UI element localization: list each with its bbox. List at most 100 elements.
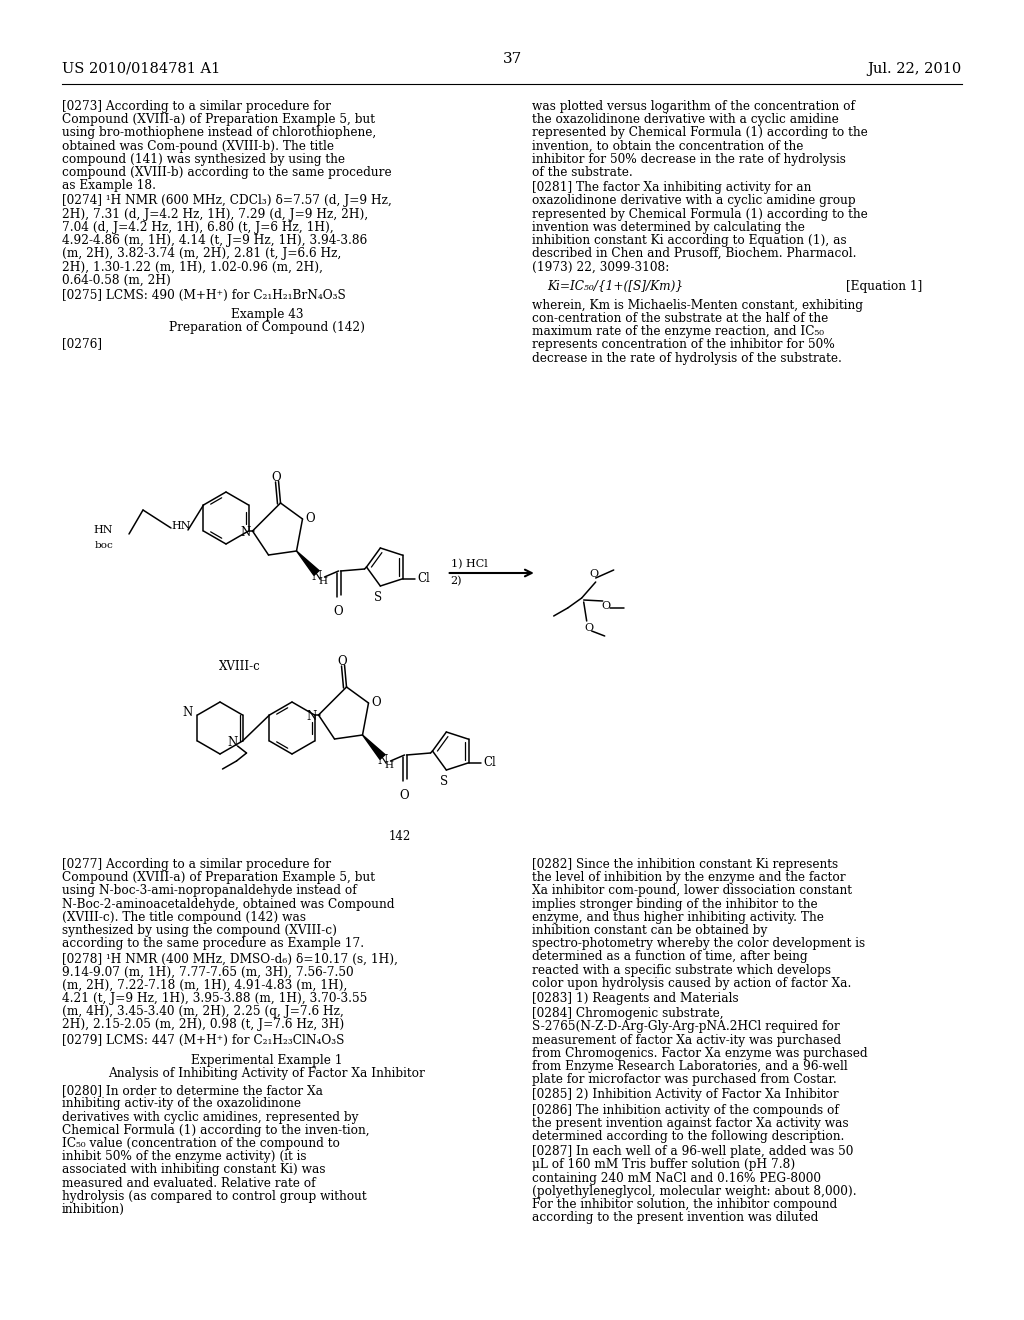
Text: Experimental Example 1: Experimental Example 1 [191, 1053, 343, 1067]
Text: Preparation of Compound (142): Preparation of Compound (142) [169, 321, 365, 334]
Text: (1973) 22, 3099-3108:: (1973) 22, 3099-3108: [532, 260, 670, 273]
Text: Compound (XVIII-a) of Preparation Example 5, but: Compound (XVIII-a) of Preparation Exampl… [62, 871, 375, 884]
Text: H: H [318, 577, 328, 586]
Text: 1) HCl: 1) HCl [451, 558, 487, 569]
Text: determined as a function of time, after being: determined as a function of time, after … [532, 950, 808, 964]
Text: 37: 37 [503, 51, 521, 66]
Text: N: N [182, 706, 193, 719]
Text: [0286] The inhibition activity of the compounds of: [0286] The inhibition activity of the co… [532, 1104, 839, 1117]
Text: 2): 2) [451, 576, 462, 586]
Text: [0275] LCMS: 490 (M+H⁺) for C₂₁H₂₁BrN₄O₃S: [0275] LCMS: 490 (M+H⁺) for C₂₁H₂₁BrN₄O₃… [62, 289, 346, 302]
Text: O: O [338, 655, 347, 668]
Text: decrease in the rate of hydrolysis of the substrate.: decrease in the rate of hydrolysis of th… [532, 351, 842, 364]
Text: (m, 4H), 3.45-3.40 (m, 2H), 2.25 (q, J=7.6 Hz,: (m, 4H), 3.45-3.40 (m, 2H), 2.25 (q, J=7… [62, 1006, 344, 1018]
Text: represented by Chemical Formula (1) according to the: represented by Chemical Formula (1) acco… [532, 207, 867, 220]
Text: the level of inhibition by the enzyme and the factor: the level of inhibition by the enzyme an… [532, 871, 846, 884]
Text: containing 240 mM NaCl and 0.16% PEG-8000: containing 240 mM NaCl and 0.16% PEG-800… [532, 1172, 821, 1184]
Text: [0282] Since the inhibition constant Ki represents: [0282] Since the inhibition constant Ki … [532, 858, 838, 871]
Text: reacted with a specific substrate which develops: reacted with a specific substrate which … [532, 964, 831, 977]
Text: [0277] According to a similar procedure for: [0277] According to a similar procedure … [62, 858, 331, 871]
Text: XVIII-c: XVIII-c [219, 660, 261, 673]
Text: measurement of factor Xa activ-ity was purchased: measurement of factor Xa activ-ity was p… [532, 1034, 841, 1047]
Polygon shape [297, 550, 319, 576]
Text: the oxazolidinone derivative with a cyclic amidine: the oxazolidinone derivative with a cycl… [532, 114, 839, 127]
Text: N: N [227, 737, 238, 750]
Text: [0287] In each well of a 96-well plate, added was 50: [0287] In each well of a 96-well plate, … [532, 1146, 853, 1158]
Text: of the substrate.: of the substrate. [532, 166, 633, 180]
Text: [0281] The factor Xa inhibiting activity for an: [0281] The factor Xa inhibiting activity… [532, 181, 811, 194]
Text: was plotted versus logarithm of the concentration of: was plotted versus logarithm of the conc… [532, 100, 855, 114]
Text: color upon hydrolysis caused by action of factor Xa.: color upon hydrolysis caused by action o… [532, 977, 851, 990]
Text: maximum rate of the enzyme reaction, and IC₅₀: maximum rate of the enzyme reaction, and… [532, 325, 824, 338]
Text: as Example 18.: as Example 18. [62, 180, 156, 193]
Text: measured and evaluated. Relative rate of: measured and evaluated. Relative rate of [62, 1176, 315, 1189]
Text: O: O [271, 471, 282, 484]
Text: Chemical Formula (1) according to the inven-tion,: Chemical Formula (1) according to the in… [62, 1123, 370, 1137]
Text: inhibitor for 50% decrease in the rate of hydrolysis: inhibitor for 50% decrease in the rate o… [532, 153, 846, 166]
Text: spectro-photometry whereby the color development is: spectro-photometry whereby the color dev… [532, 937, 865, 950]
Text: associated with inhibiting constant Ki) was: associated with inhibiting constant Ki) … [62, 1163, 326, 1176]
Text: (m, 2H), 3.82-3.74 (m, 2H), 2.81 (t, J=6.6 Hz,: (m, 2H), 3.82-3.74 (m, 2H), 2.81 (t, J=6… [62, 247, 341, 260]
Text: represents concentration of the inhibitor for 50%: represents concentration of the inhibito… [532, 338, 835, 351]
Text: determined according to the following description.: determined according to the following de… [532, 1130, 845, 1143]
Text: compound (141) was synthesized by using the: compound (141) was synthesized by using … [62, 153, 345, 166]
Text: 4.21 (t, J=9 Hz, 1H), 3.95-3.88 (m, 1H), 3.70-3.55: 4.21 (t, J=9 Hz, 1H), 3.95-3.88 (m, 1H),… [62, 993, 368, 1005]
Text: [0283] 1) Reagents and Materials: [0283] 1) Reagents and Materials [532, 993, 738, 1005]
Text: 7.04 (d, J=4.2 Hz, 1H), 6.80 (t, J=6 Hz, 1H),: 7.04 (d, J=4.2 Hz, 1H), 6.80 (t, J=6 Hz,… [62, 220, 334, 234]
Text: [0278] ¹H NMR (400 MHz, DMSO-d₆) δ=10.17 (s, 1H),: [0278] ¹H NMR (400 MHz, DMSO-d₆) δ=10.17… [62, 953, 398, 965]
Text: Cl: Cl [483, 756, 497, 770]
Text: enzyme, and thus higher inhibiting activity. The: enzyme, and thus higher inhibiting activ… [532, 911, 824, 924]
Text: inhibit 50% of the enzyme activity) (it is: inhibit 50% of the enzyme activity) (it … [62, 1150, 306, 1163]
Text: con-centration of the substrate at the half of the: con-centration of the substrate at the h… [532, 312, 828, 325]
Text: 2H), 2.15-2.05 (m, 2H), 0.98 (t, J=7.6 Hz, 3H): 2H), 2.15-2.05 (m, 2H), 0.98 (t, J=7.6 H… [62, 1019, 344, 1031]
Text: Xa inhibitor com-pound, lower dissociation constant: Xa inhibitor com-pound, lower dissociati… [532, 884, 852, 898]
Text: the present invention against factor Xa activity was: the present invention against factor Xa … [532, 1117, 849, 1130]
Text: invention was determined by calculating the: invention was determined by calculating … [532, 220, 805, 234]
Text: implies stronger binding of the inhibitor to the: implies stronger binding of the inhibito… [532, 898, 817, 911]
Text: H: H [385, 760, 393, 770]
Text: [0280] In order to determine the factor Xa: [0280] In order to determine the factor … [62, 1084, 323, 1097]
Text: from Enzyme Research Laboratories, and a 96-well: from Enzyme Research Laboratories, and a… [532, 1060, 848, 1073]
Text: HN: HN [171, 521, 190, 531]
Text: 4.92-4.86 (m, 1H), 4.14 (t, J=9 Hz, 1H), 3.94-3.86: 4.92-4.86 (m, 1H), 4.14 (t, J=9 Hz, 1H),… [62, 234, 368, 247]
Text: 142: 142 [389, 830, 411, 843]
Text: Compound (XVIII-a) of Preparation Example 5, but: Compound (XVIII-a) of Preparation Exampl… [62, 114, 375, 127]
Text: plate for microfactor was purchased from Costar.: plate for microfactor was purchased from… [532, 1073, 837, 1086]
Text: S-2765(N-Z-D-Arg-Gly-Arg-pNA.2HCl required for: S-2765(N-Z-D-Arg-Gly-Arg-pNA.2HCl requir… [532, 1020, 840, 1034]
Text: wherein, Km is Michaelis-Menten constant, exhibiting: wherein, Km is Michaelis-Menten constant… [532, 298, 863, 312]
Text: (XVIII-c). The title compound (142) was: (XVIII-c). The title compound (142) was [62, 911, 306, 924]
Text: (m, 2H), 7.22-7.18 (m, 1H), 4.91-4.83 (m, 1H),: (m, 2H), 7.22-7.18 (m, 1H), 4.91-4.83 (m… [62, 979, 347, 991]
Text: μL of 160 mM Tris buffer solution (pH 7.8): μL of 160 mM Tris buffer solution (pH 7.… [532, 1159, 796, 1171]
Text: 2H), 1.30-1.22 (m, 1H), 1.02-0.96 (m, 2H),: 2H), 1.30-1.22 (m, 1H), 1.02-0.96 (m, 2H… [62, 260, 323, 273]
Text: O: O [601, 601, 610, 611]
Text: N-Boc-2-aminoacetaldehyde, obtained was Compound: N-Boc-2-aminoacetaldehyde, obtained was … [62, 898, 394, 911]
Text: S: S [375, 591, 382, 605]
Text: [Equation 1]: [Equation 1] [846, 280, 922, 293]
Text: synthesized by using the compound (XVIII-c): synthesized by using the compound (XVIII… [62, 924, 337, 937]
Text: derivatives with cyclic amidines, represented by: derivatives with cyclic amidines, repres… [62, 1110, 358, 1123]
Text: O: O [334, 605, 343, 618]
Text: according to the present invention was diluted: according to the present invention was d… [532, 1212, 818, 1224]
Text: N: N [306, 710, 316, 722]
Text: [0284] Chromogenic substrate,: [0284] Chromogenic substrate, [532, 1007, 724, 1020]
Text: IC₅₀ value (concentration of the compound to: IC₅₀ value (concentration of the compoun… [62, 1137, 340, 1150]
Text: invention, to obtain the concentration of the: invention, to obtain the concentration o… [532, 140, 804, 153]
Text: 2H), 7.31 (d, J=4.2 Hz, 1H), 7.29 (d, J=9 Hz, 2H),: 2H), 7.31 (d, J=4.2 Hz, 1H), 7.29 (d, J=… [62, 207, 369, 220]
Text: inhibition): inhibition) [62, 1203, 125, 1216]
Text: HN: HN [93, 525, 113, 535]
Text: boc: boc [95, 541, 114, 550]
Text: Ki=IC₅₀/{1+([S]/Km)}: Ki=IC₅₀/{1+([S]/Km)} [547, 280, 683, 293]
Text: Cl: Cl [418, 573, 430, 585]
Text: O: O [399, 789, 410, 803]
Text: US 2010/0184781 A1: US 2010/0184781 A1 [62, 62, 220, 77]
Text: hydrolysis (as compared to control group without: hydrolysis (as compared to control group… [62, 1189, 367, 1203]
Text: [0273] According to a similar procedure for: [0273] According to a similar procedure … [62, 100, 331, 114]
Text: Example 43: Example 43 [230, 308, 303, 321]
Text: oxazolidinone derivative with a cyclic amidine group: oxazolidinone derivative with a cyclic a… [532, 194, 856, 207]
Text: Analysis of Inhibiting Activity of Factor Xa Inhibitor: Analysis of Inhibiting Activity of Facto… [109, 1067, 425, 1080]
Text: N: N [378, 755, 388, 767]
Text: according to the same procedure as Example 17.: according to the same procedure as Examp… [62, 937, 365, 950]
Text: O: O [372, 696, 381, 709]
Text: using bro-mothiophene instead of chlorothiophene,: using bro-mothiophene instead of chlorot… [62, 127, 376, 140]
Text: For the inhibitor solution, the inhibitor compound: For the inhibitor solution, the inhibito… [532, 1199, 838, 1210]
